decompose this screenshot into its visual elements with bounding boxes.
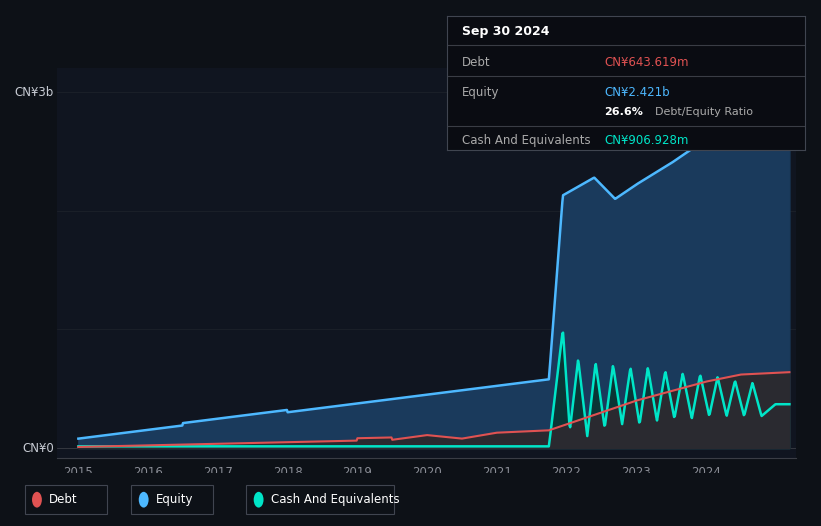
Text: Equity: Equity [156, 493, 194, 506]
Ellipse shape [139, 492, 149, 508]
Text: Debt: Debt [461, 56, 490, 69]
Text: CN¥2.421b: CN¥2.421b [604, 86, 670, 99]
Text: Cash And Equivalents: Cash And Equivalents [271, 493, 400, 506]
Text: CN¥3b: CN¥3b [15, 86, 54, 98]
Text: CN¥643.619m: CN¥643.619m [604, 56, 689, 69]
Text: CN¥906.928m: CN¥906.928m [604, 134, 689, 147]
Text: Equity: Equity [461, 86, 499, 99]
Ellipse shape [254, 492, 264, 508]
Text: Debt/Equity Ratio: Debt/Equity Ratio [654, 107, 753, 117]
Text: Debt: Debt [49, 493, 78, 506]
Ellipse shape [32, 492, 42, 508]
Text: Cash And Equivalents: Cash And Equivalents [461, 134, 590, 147]
Text: 26.6%: 26.6% [604, 107, 644, 117]
Text: Sep 30 2024: Sep 30 2024 [461, 25, 549, 38]
Text: CN¥0: CN¥0 [22, 442, 54, 454]
